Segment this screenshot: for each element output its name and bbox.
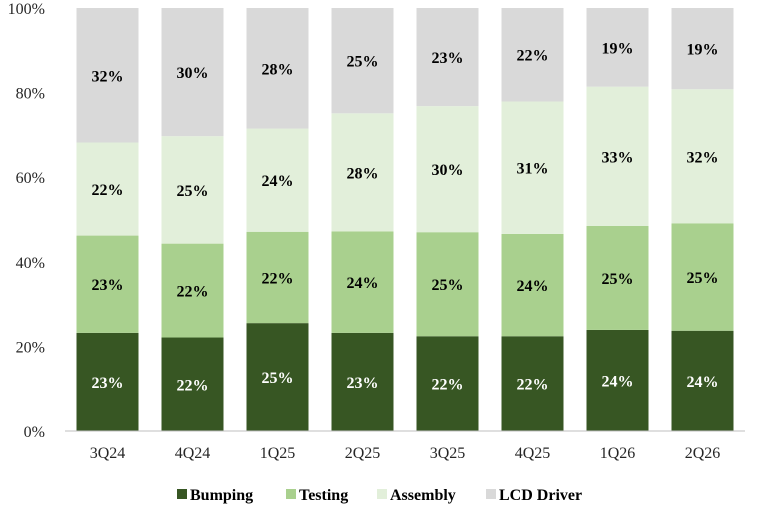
- bar-segment-lcd-driver: [501, 8, 564, 102]
- bar-segment-lcd-driver: [586, 8, 649, 87]
- data-label: 31%: [517, 161, 549, 178]
- x-axis: 3Q24 4Q24 1Q25 2Q25 3Q25 4Q25 1Q26 2Q26: [65, 430, 745, 462]
- data-label: 25%: [262, 370, 294, 387]
- data-label: 25%: [177, 183, 209, 200]
- data-label: 22%: [177, 284, 209, 301]
- legend-item-label: LCD Driver: [499, 487, 582, 504]
- bar-segment-assembly: [501, 101, 564, 234]
- data-label: 32%: [92, 68, 124, 85]
- data-label: 25%: [347, 54, 379, 71]
- bar-segment-testing: [501, 233, 564, 337]
- bar-segment-lcd-driver: [671, 8, 734, 90]
- bar-segment-bumping: [586, 329, 649, 431]
- data-label: 28%: [262, 61, 294, 78]
- bar-segment-bumping: [671, 330, 734, 431]
- bar-segment-lcd-driver: [331, 8, 394, 114]
- data-label: 23%: [347, 375, 379, 392]
- data-label: 24%: [517, 278, 549, 295]
- data-label: 30%: [177, 65, 209, 82]
- bar-segment-bumping: [501, 336, 564, 431]
- data-label: 23%: [92, 277, 124, 294]
- data-label: 23%: [432, 50, 464, 67]
- data-label: 22%: [517, 48, 549, 65]
- data-label: 33%: [602, 149, 634, 166]
- bar-segment-testing: [246, 231, 309, 324]
- data-label: 24%: [687, 374, 719, 391]
- legend-item-label: Testing: [299, 487, 348, 504]
- data-label: 25%: [432, 277, 464, 294]
- bar-segment-bumping: [161, 337, 224, 431]
- data-label: 28%: [347, 165, 379, 182]
- legend-swatch: [486, 489, 496, 499]
- bar-segment-assembly: [161, 136, 224, 244]
- bar-segment-lcd-driver: [76, 8, 139, 143]
- bar-segment-lcd-driver: [416, 8, 479, 107]
- data-label: 22%: [177, 377, 209, 394]
- bar-segment-lcd-driver: [246, 8, 309, 129]
- x-tick-label: 3Q24: [90, 445, 126, 462]
- data-label: 22%: [517, 377, 549, 394]
- legend: Bumping Testing Assembly LCD Driver: [177, 487, 582, 504]
- x-tick-label: 3Q25: [430, 445, 466, 462]
- y-tick-label: 0%: [24, 424, 45, 441]
- data-label: 22%: [92, 182, 124, 199]
- bar-segment-assembly: [246, 128, 309, 232]
- bar-segment-bumping: [246, 323, 309, 431]
- legend-swatch: [377, 489, 387, 499]
- bar-segment-bumping: [331, 332, 394, 431]
- x-tick-label: 1Q25: [260, 445, 296, 462]
- bar-segment-testing: [671, 223, 734, 331]
- x-tick-label: 4Q24: [175, 445, 211, 462]
- data-label: 25%: [602, 271, 634, 288]
- data-label: 24%: [347, 275, 379, 292]
- bar-segment-bumping: [76, 332, 139, 431]
- y-tick-label: 20%: [16, 339, 45, 356]
- data-label: 25%: [687, 270, 719, 287]
- bar-segment-testing: [161, 243, 224, 338]
- data-label: 24%: [602, 373, 634, 390]
- bars: 23% 23% 22% 32% 22% 22% 25% 30% 25% 22% 24% 28% 23% 2…: [76, 8, 734, 431]
- legend-item-label: Bumping: [190, 487, 253, 504]
- y-axis: 0% 20% 40% 60% 80% 100%: [8, 1, 45, 441]
- bar-segment-testing: [331, 231, 394, 333]
- bar-segment-assembly: [586, 86, 649, 226]
- data-label: 22%: [432, 377, 464, 394]
- y-tick-label: 100%: [8, 1, 45, 18]
- data-label: 23%: [92, 375, 124, 392]
- x-tick-label: 2Q25: [345, 445, 381, 462]
- legend-swatch: [286, 489, 296, 499]
- data-label: 19%: [687, 42, 719, 59]
- data-label: 30%: [432, 162, 464, 179]
- bar-segment-lcd-driver: [161, 8, 224, 137]
- y-tick-label: 60%: [16, 170, 45, 187]
- bar-segment-testing: [586, 225, 649, 330]
- x-tick-label: 2Q26: [685, 445, 721, 462]
- data-label: 24%: [262, 173, 294, 190]
- bar-segment-assembly: [671, 89, 734, 224]
- y-tick-label: 80%: [16, 86, 45, 103]
- bar-segment-assembly: [416, 106, 479, 233]
- bar-segment-bumping: [416, 336, 479, 431]
- bar-segment-assembly: [76, 142, 139, 236]
- y-tick-label: 40%: [16, 255, 45, 272]
- bar-segment-testing: [76, 235, 139, 333]
- legend-swatch: [177, 489, 187, 499]
- bar-segment-testing: [416, 232, 479, 337]
- x-tick-label: 4Q25: [515, 445, 551, 462]
- data-label: 32%: [687, 149, 719, 166]
- bar-segment-assembly: [331, 113, 394, 232]
- legend-item-label: Assembly: [390, 487, 456, 504]
- x-tick-label: 1Q26: [600, 445, 636, 462]
- data-label: 19%: [602, 40, 634, 57]
- data-label: 22%: [262, 270, 294, 287]
